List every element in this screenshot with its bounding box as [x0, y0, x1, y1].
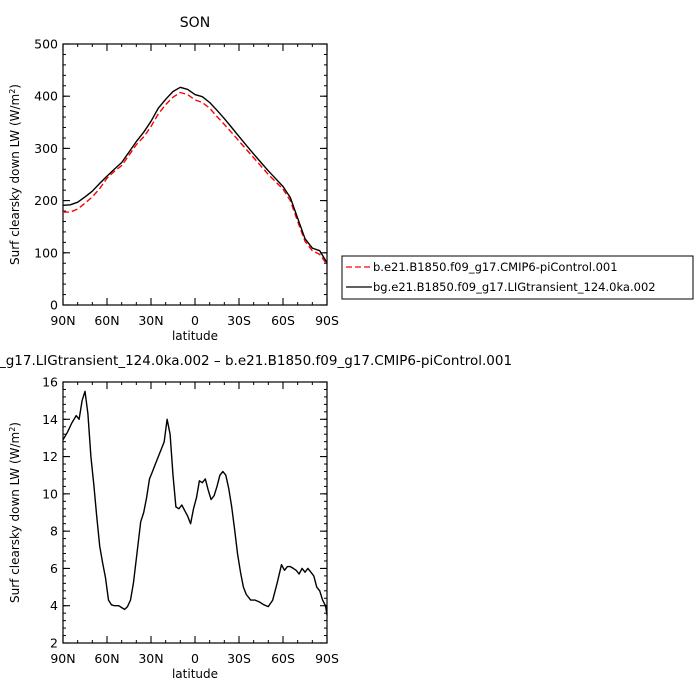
bottom-x-tick-label: 60N — [94, 651, 119, 666]
top-y-tick-label: 100 — [34, 245, 58, 260]
bottom-x-tick-label: 0 — [191, 651, 199, 666]
top-x-tick-label: 30S — [227, 313, 251, 328]
top-chart-title: SON — [180, 15, 210, 31]
bottom-y-tick-label: 4 — [50, 598, 58, 613]
top-y-tick-label: 400 — [34, 89, 58, 104]
bottom-x-tick-label: 30S — [227, 651, 251, 666]
bottom-y-tick-label: 8 — [50, 524, 58, 539]
bottom-x-tick-label: 90N — [50, 651, 75, 666]
bottom-x-tick-label: 60S — [271, 651, 295, 666]
top-x-tick-label: 60S — [271, 313, 295, 328]
bottom-x-tick-label: 90S — [315, 651, 339, 666]
top-x-tick-label: 0 — [191, 313, 199, 328]
bottom-x-tick-label: 30N — [138, 651, 163, 666]
bottom-chart-title: bg.e21.B1850.f09_g17.LIGtransient_124.0k… — [0, 353, 512, 369]
bottom-x-axis-label: latitude — [172, 667, 218, 681]
top-y-axis-label: Surf clearsky down LW (W/m2) — [8, 84, 23, 265]
top-series-line-1 — [62, 86, 328, 264]
top-x-axis-label: latitude — [172, 329, 218, 343]
legend-box — [341, 255, 694, 300]
top-series-line-0 — [63, 91, 328, 265]
top-x-tick-label: 30N — [138, 313, 163, 328]
top-x-tick-label: 90N — [50, 313, 75, 328]
legend: b.e21.B1850.f09_g17.CMIP6-piControl.001 … — [341, 255, 694, 300]
top-x-tick-label: 60N — [94, 313, 119, 328]
bottom-y-tick-label: 10 — [42, 486, 58, 501]
bottom-y-tick-label: 2 — [50, 636, 58, 651]
top-plot-frame — [62, 43, 328, 306]
bottom-y-tick-label: 16 — [42, 375, 58, 390]
legend-label-LIGtransient: bg.e21.B1850.f09_g17.LIGtransient_124.0k… — [373, 280, 656, 294]
top-panel: SON 90N 60N 30N 0 30S 60S 90S 0 100 200 300 400 500 la… — [8, 15, 339, 343]
bottom-y-tick-label: 6 — [50, 561, 58, 576]
top-y-tick-label: 500 — [34, 37, 58, 52]
bottom-panel: bg.e21.B1850.f09_g17.LIGtransient_124.0k… — [0, 353, 512, 681]
bottom-plot-frame — [62, 381, 328, 644]
top-x-tick-label: 90S — [315, 313, 339, 328]
bottom-y-axis-label: Surf clearsky down LW (W/m2) — [8, 422, 23, 603]
top-y-tick-label: 300 — [34, 141, 58, 156]
bottom-series-line-0 — [62, 390, 328, 616]
legend-label-piControl: b.e21.B1850.f09_g17.CMIP6-piControl.001 — [373, 260, 618, 274]
bottom-y-tick-label: 12 — [42, 449, 58, 464]
top-y-tick-label: 200 — [34, 193, 58, 208]
top-y-tick-label: 0 — [50, 298, 58, 313]
bottom-y-tick-label: 14 — [42, 412, 58, 427]
